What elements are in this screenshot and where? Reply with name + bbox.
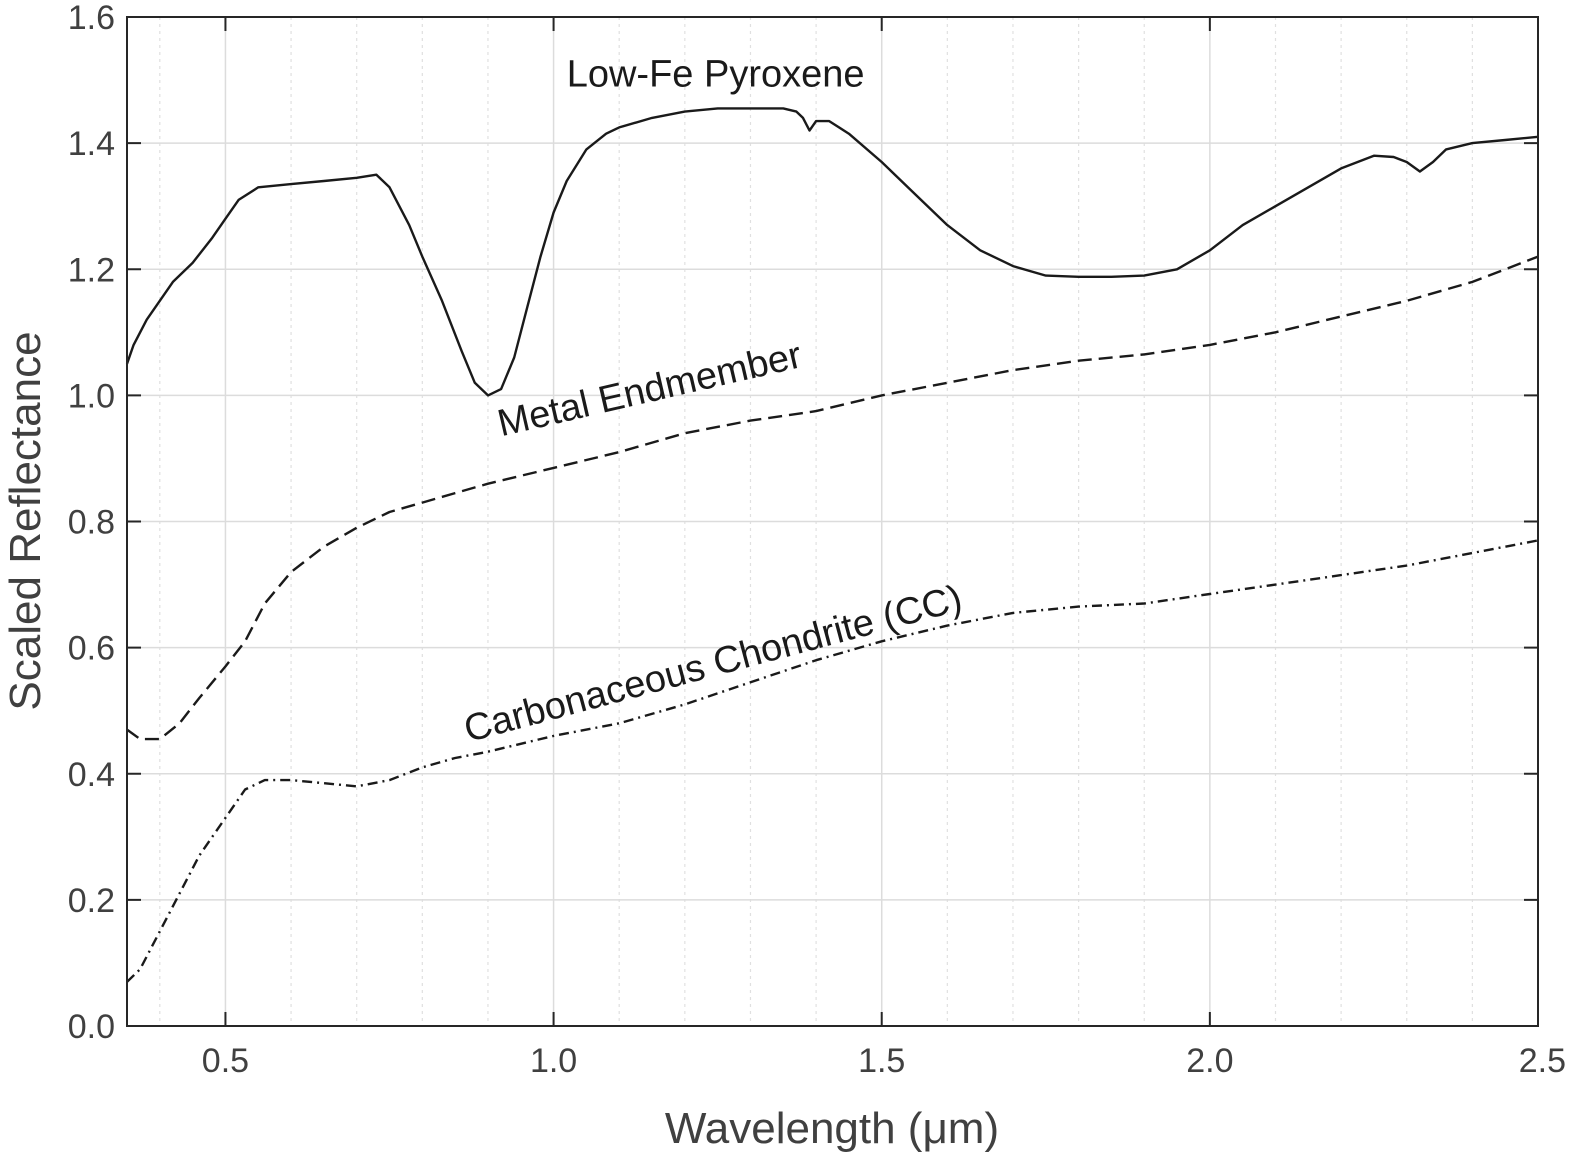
- x-tick-label: 1.5: [858, 1042, 905, 1080]
- series-annotation: Metal Endmember: [494, 334, 806, 445]
- series-carbonaceous-chondrite-cc: [126, 539, 1539, 983]
- y-tick-label: 0.6: [68, 630, 115, 668]
- axis-ticks: [127, 16, 1539, 1027]
- series-annotation: Low-Fe Pyroxene: [567, 53, 865, 95]
- y-tick-label: 1.6: [68, 0, 115, 37]
- y-axis-title: Scaled Reflectance: [1, 331, 50, 710]
- y-tick-label: 0.4: [68, 756, 115, 794]
- series-annotation: Carbonaceous Chondrite (CC): [460, 577, 967, 750]
- x-tick-label: 1.0: [530, 1042, 577, 1080]
- x-axis-title: Wavelength (μm): [665, 1104, 999, 1153]
- x-tick-label: 0.5: [202, 1042, 249, 1080]
- tick-labels: 0.5 1.0 1.5 2.0 2.5 0.0 0.2 0.4 0.6 0.8 1.0 1.2 1.4 1…: [68, 0, 1566, 1080]
- y-tick-label: 1.0: [68, 377, 115, 415]
- y-tick-label: 0.0: [68, 1008, 115, 1046]
- series-low-fe-pyroxene: [125, 107, 1539, 397]
- grid: [127, 16, 1539, 1027]
- y-tick-label: 0.8: [68, 504, 115, 542]
- series-lines: [125, 107, 1539, 983]
- x-tick-label: 2.0: [1186, 1042, 1233, 1080]
- series-metal-endmember: [126, 255, 1539, 741]
- x-tick-label: 2.5: [1519, 1042, 1566, 1080]
- y-tick-label: 0.2: [68, 882, 115, 920]
- y-tick-label: 1.4: [68, 125, 115, 163]
- y-tick-label: 1.2: [68, 251, 115, 289]
- annotations: Low-Fe Pyroxene Metal Endmember Carbonaceo…: [460, 53, 967, 750]
